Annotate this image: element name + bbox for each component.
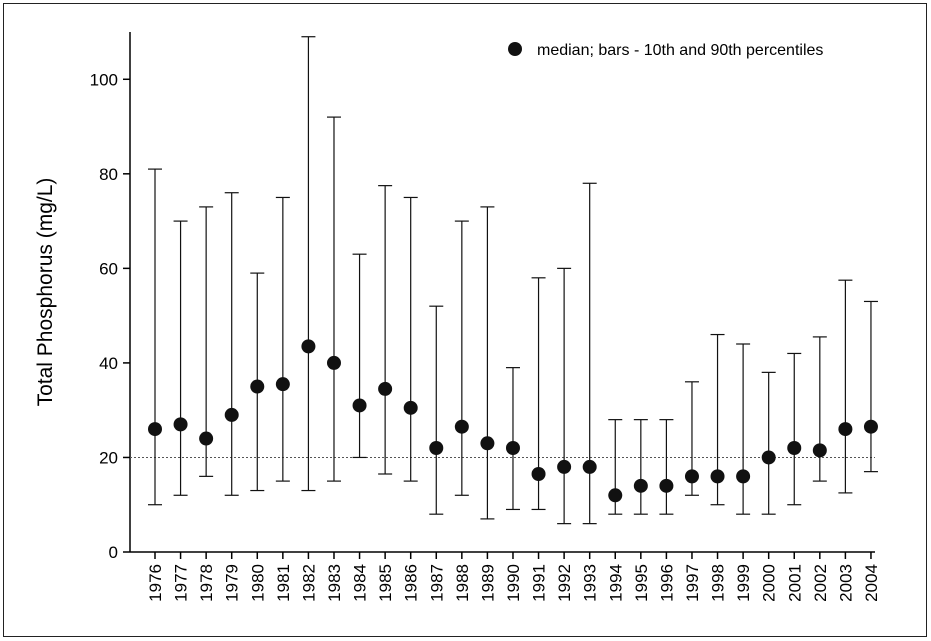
median-point — [633, 478, 648, 493]
x-tick-label: 1977 — [172, 564, 191, 602]
legend-marker — [508, 42, 522, 56]
x-tick-label: 1983 — [325, 564, 344, 602]
y-axis-title: Total Phosphorus (mg/L) — [34, 178, 57, 407]
median-point — [148, 422, 162, 437]
median-point — [710, 469, 725, 484]
x-tick-label: 1996 — [657, 564, 676, 602]
x-tick-label: 2004 — [862, 564, 881, 602]
x-tick-label: 2003 — [836, 564, 855, 602]
x-tick-label: 1985 — [376, 564, 395, 602]
median-point — [557, 459, 572, 474]
y-tick-label: 20 — [99, 448, 118, 467]
legend: median; bars - 10th and 90th percentiles — [508, 42, 823, 59]
x-tick-label: 1976 — [146, 564, 165, 602]
median-point — [863, 419, 878, 434]
median-point — [736, 469, 751, 484]
median-point — [761, 450, 776, 465]
median-point — [429, 441, 444, 455]
chart-frame — [3, 3, 927, 637]
x-tick-label: 2001 — [785, 564, 804, 602]
median-point — [224, 407, 239, 422]
x-tick-label: 1986 — [402, 564, 421, 602]
median-point — [480, 436, 495, 451]
x-tick-label: 1997 — [683, 564, 702, 602]
median-point — [582, 459, 597, 474]
x-tick-label: 2002 — [811, 564, 830, 602]
median-point — [608, 488, 623, 503]
median-point — [199, 431, 214, 446]
median-point — [301, 339, 316, 354]
median-point — [378, 381, 393, 396]
y-tick-label: 0 — [109, 543, 118, 562]
median-point — [250, 379, 265, 394]
y-tick-label: 100 — [90, 70, 118, 89]
x-tick-label: 2000 — [760, 564, 779, 602]
median-point — [838, 422, 853, 437]
x-tick-labels: 1976 1977 1978 1979 1980 1981 1982 1983 1984 1985… — [146, 564, 881, 602]
x-tick-label: 1999 — [734, 564, 753, 602]
median-point — [352, 398, 367, 413]
x-tick-label: 1994 — [606, 564, 625, 602]
x-tick-label: 1989 — [478, 564, 497, 602]
x-tick-label: 1980 — [248, 564, 267, 602]
median-point — [659, 478, 674, 493]
x-tick-label: 1979 — [223, 564, 242, 602]
median-point — [326, 355, 341, 370]
y-tick-label: 60 — [99, 259, 118, 278]
median-point — [812, 443, 827, 458]
median-point — [684, 469, 699, 484]
axes — [123, 32, 875, 559]
x-tick-label: 1993 — [581, 564, 600, 602]
y-tick-label: 80 — [99, 165, 118, 184]
median-point — [403, 400, 418, 415]
x-tick-label: 1981 — [274, 564, 293, 602]
median-point — [173, 417, 188, 432]
x-tick-label: 1978 — [197, 564, 216, 602]
x-tick-label: 1995 — [632, 564, 651, 602]
median-point — [787, 441, 802, 455]
x-tick-label: 1988 — [453, 564, 472, 602]
legend-label: median; bars - 10th and 90th percentiles — [537, 42, 823, 59]
y-tick-labels: 0 20 40 60 80 100 — [90, 70, 118, 562]
y-tick-label: 40 — [99, 354, 118, 373]
median-point — [454, 419, 469, 434]
median-point — [505, 441, 520, 455]
x-tick-label: 1990 — [504, 564, 523, 602]
x-tick-label: 1987 — [427, 564, 446, 602]
x-tick-label: 1982 — [299, 564, 318, 602]
median-point — [275, 377, 290, 392]
x-tick-label: 1984 — [351, 564, 370, 602]
median-points — [148, 339, 878, 503]
median-point — [531, 467, 546, 481]
x-tick-label: 1992 — [555, 564, 574, 602]
x-tick-label: 1998 — [709, 564, 728, 602]
x-tick-label: 1991 — [530, 564, 549, 602]
